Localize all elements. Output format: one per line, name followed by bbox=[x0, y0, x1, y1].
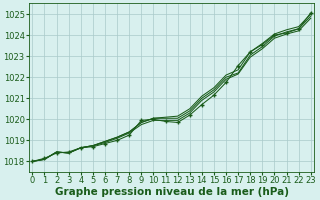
X-axis label: Graphe pression niveau de la mer (hPa): Graphe pression niveau de la mer (hPa) bbox=[55, 187, 289, 197]
